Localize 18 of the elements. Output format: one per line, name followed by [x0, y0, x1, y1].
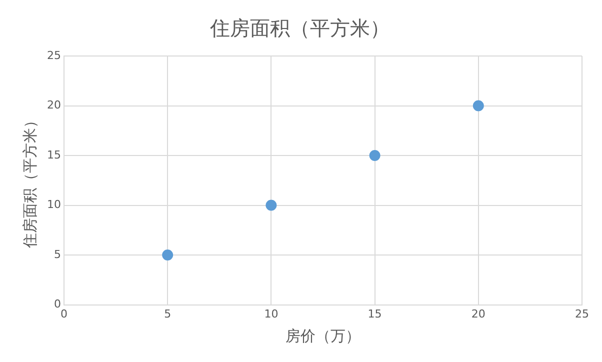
- y-axis-title: 住房面积（平方米）: [20, 112, 39, 249]
- x-tick-label: 10: [264, 307, 278, 320]
- point: [472, 100, 484, 112]
- x-tick-label: 25: [575, 307, 589, 320]
- point: [369, 150, 380, 162]
- y-tick-label: 25: [46, 48, 61, 62]
- y-tick-label: 10: [46, 198, 61, 212]
- y-tick-label: 15: [46, 148, 61, 162]
- x-axis-title: 房价（万）: [286, 326, 360, 345]
- point: [266, 200, 277, 211]
- y-tick-label: 20: [46, 98, 61, 112]
- x-tick-label: 15: [368, 307, 382, 320]
- x-tick-label: 5: [164, 307, 172, 320]
- point: [162, 250, 174, 261]
- y-tick-label: 0: [54, 298, 61, 311]
- x-tick-label: 20: [471, 307, 486, 320]
- y-tick-label: 5: [54, 248, 61, 261]
- chart-title: 住房面积（平方米）: [209, 16, 390, 40]
